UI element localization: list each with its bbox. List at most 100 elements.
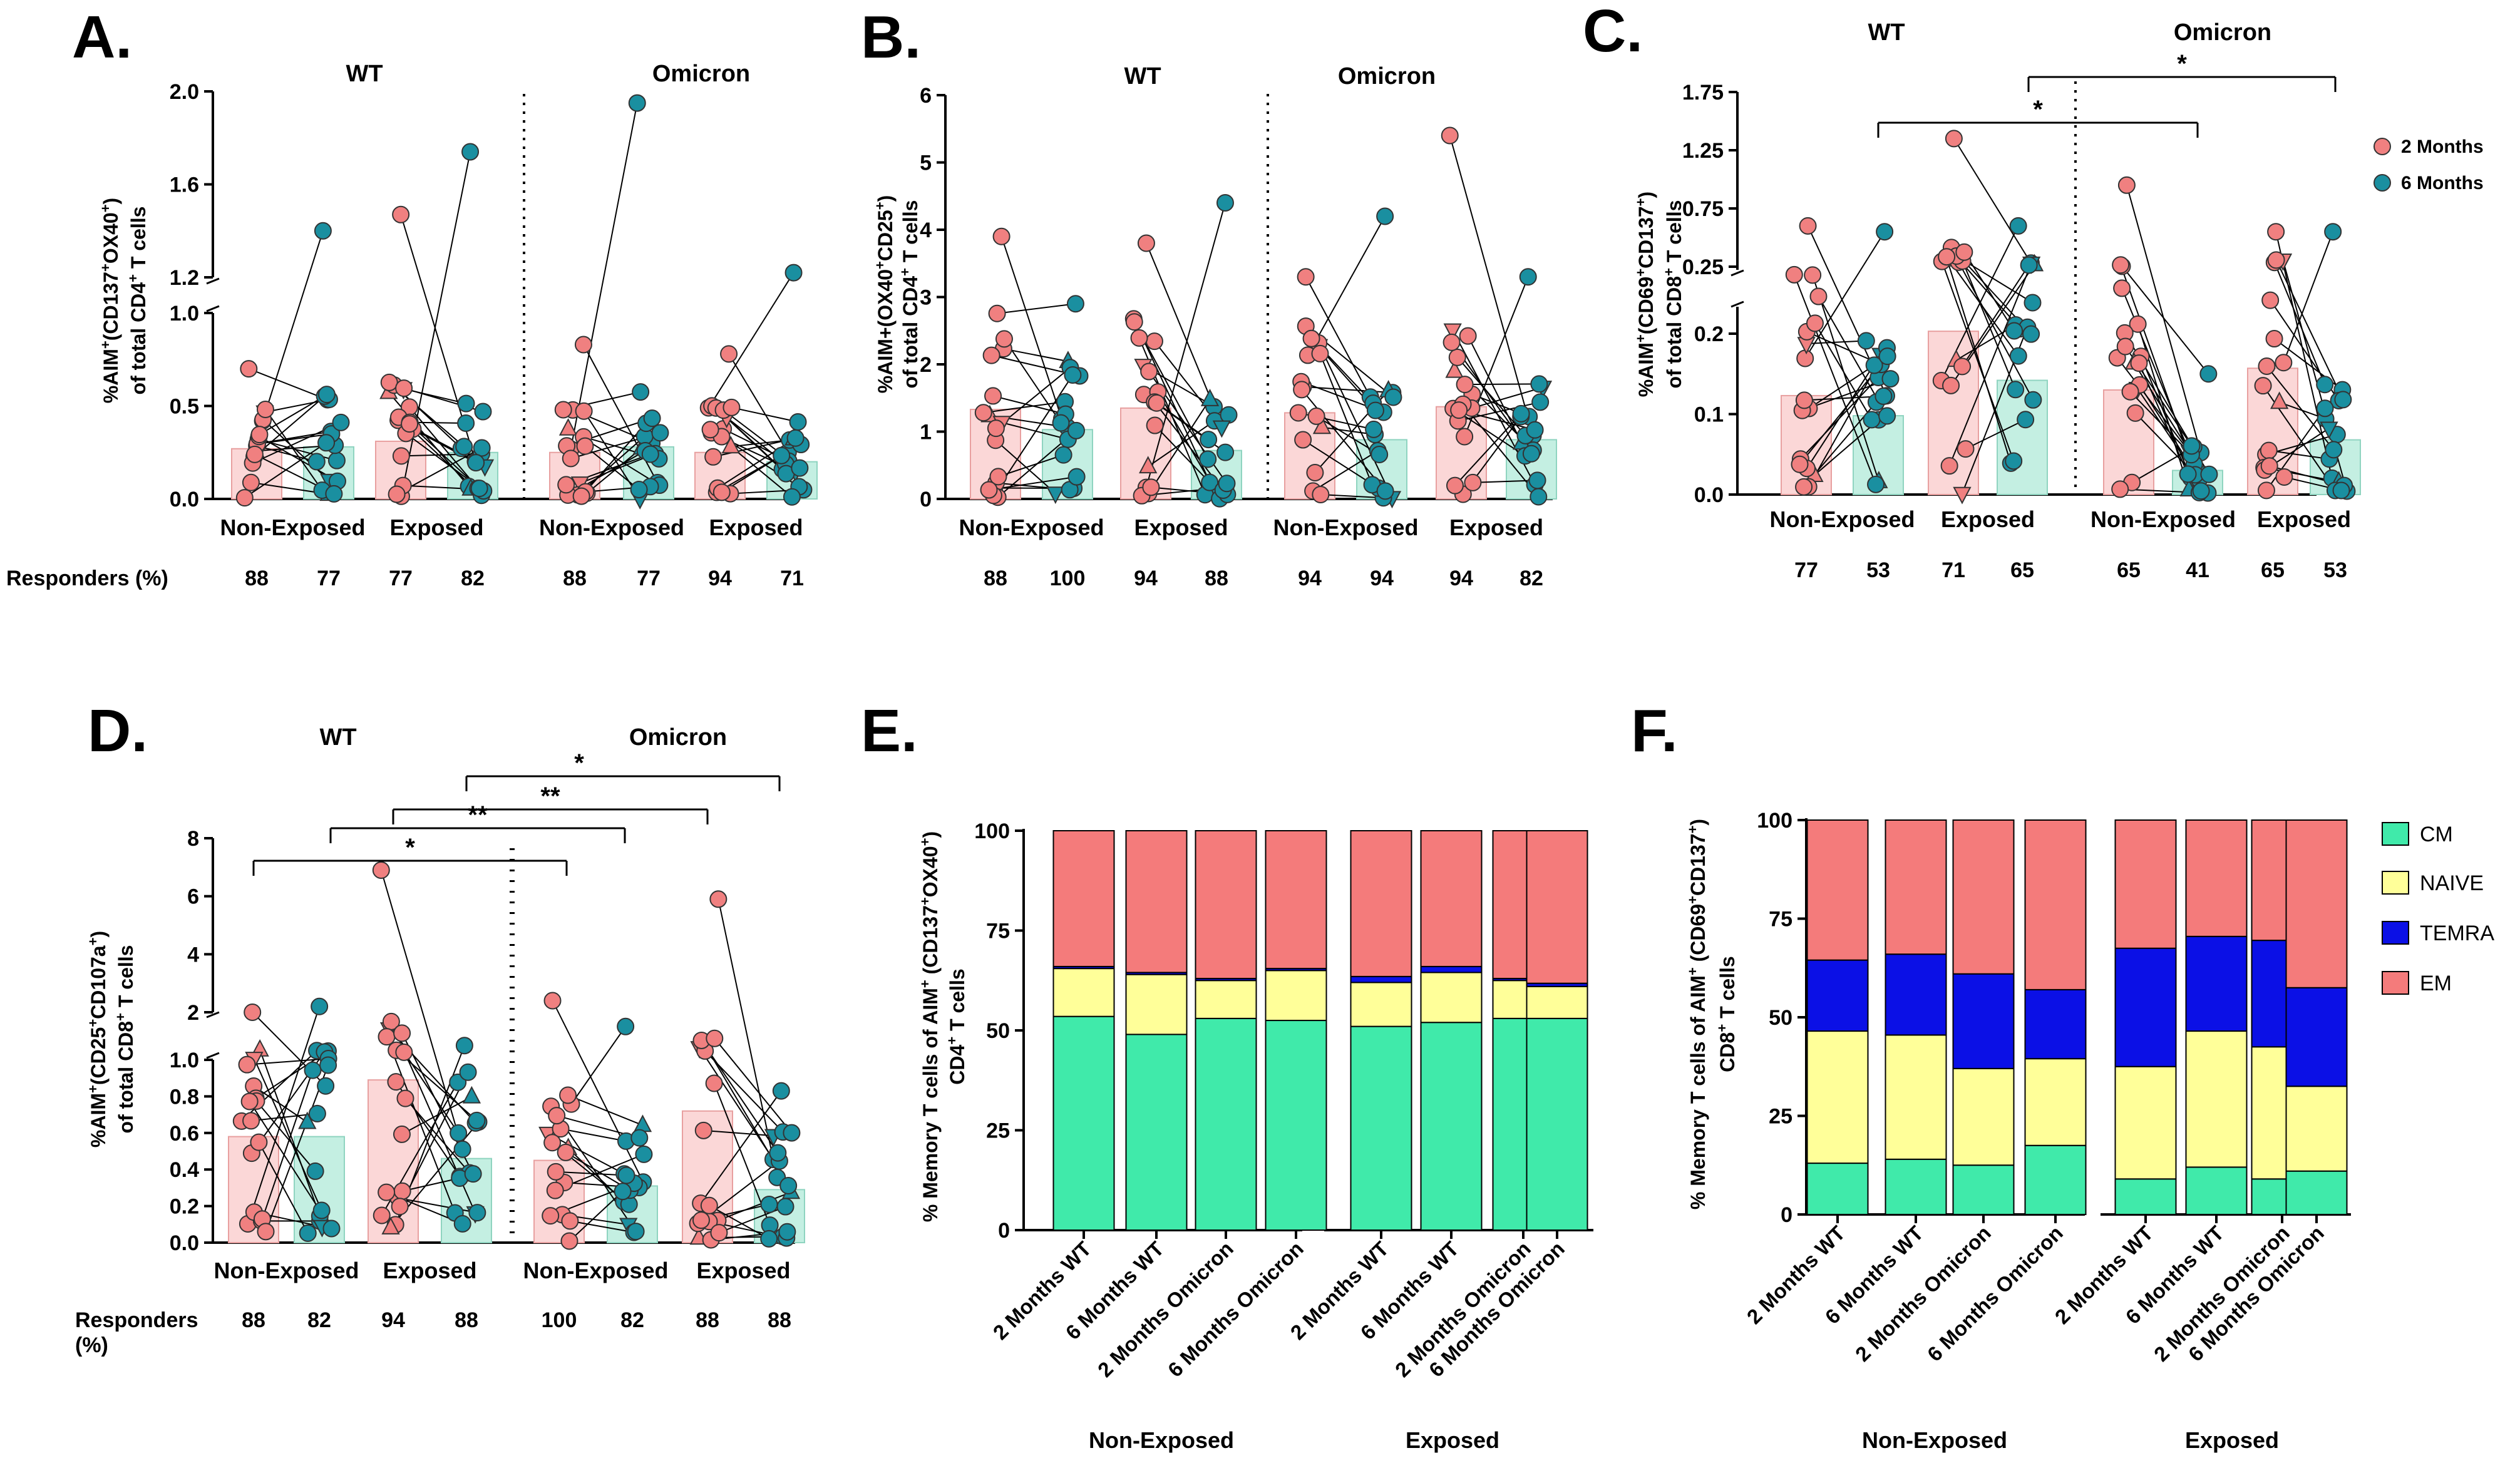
point-2-months [2254, 377, 2272, 395]
y-tick-label: 1.2 [170, 266, 199, 290]
point-6-months [779, 1176, 798, 1194]
stack-segment-cm [1885, 1158, 1947, 1216]
point-6-months [1212, 420, 1232, 438]
paired-line [1946, 256, 2019, 357]
paired-line [580, 423, 647, 497]
point-2-months [1307, 407, 1325, 425]
panel-label: B. [861, 4, 921, 71]
paired-line [2275, 259, 2344, 400]
point-6-months [468, 1204, 486, 1222]
superscript-plus: + [98, 264, 113, 272]
stack-segment-naive [1125, 973, 1188, 1035]
point-2-months [974, 404, 992, 422]
point-2-months [1796, 349, 1814, 367]
paired-line [1948, 263, 2032, 466]
superscript-plus: + [872, 261, 888, 269]
point-2-months [1311, 344, 1329, 362]
point-2-months [2260, 457, 2278, 475]
label-part: CD137 [1687, 833, 1709, 896]
axis-break-mark [206, 1052, 220, 1059]
paired-line [983, 401, 1066, 414]
stack-segment-em [2285, 819, 2348, 988]
panel-d: D. WT Omicron 0.0 0.2 0.4 0.6 0.8 1.0 2 4 6 8 Non-Exp… [88, 697, 805, 1332]
point-2-months [244, 1003, 262, 1021]
point-2-months [388, 485, 406, 503]
paired-line [703, 1129, 774, 1137]
label-part: CD8 [1716, 1032, 1739, 1072]
y-tick-label: 0.8 [170, 1085, 199, 1109]
point-2-months [1809, 287, 1828, 305]
label-part: of total CD4 [899, 276, 922, 389]
paired-line [1814, 322, 1873, 420]
point-6-months [317, 434, 336, 452]
label-part: of total CD8 [1663, 276, 1685, 389]
superscript-plus: + [125, 274, 141, 282]
y-tick-label: 2.0 [170, 80, 199, 104]
paired-line [1001, 422, 1069, 440]
point-2-months [2265, 330, 2283, 348]
paired-line [731, 406, 798, 423]
significance-star: ** [540, 783, 560, 810]
label-part: %AIM+(OX40 [874, 269, 897, 393]
label-part: T cells [127, 207, 150, 275]
point-6-months [474, 403, 492, 421]
y-axis-label-line2: CD8+ T cells [1714, 956, 1739, 1072]
point-2-months [250, 1133, 268, 1151]
stack-segment-em [2185, 819, 2248, 937]
stack-segment-cm [1265, 1020, 1327, 1231]
responders-value: 53 [1866, 558, 1890, 582]
paired-line [259, 1049, 321, 1216]
paired-line [2266, 366, 2335, 450]
y-tick-label: 0.0 [170, 1231, 199, 1255]
point-2-months [1459, 327, 1477, 345]
stack-segment-cm [2114, 1178, 2177, 1216]
point-2-months [572, 487, 590, 505]
superscript-plus: + [944, 1037, 960, 1045]
point-2-months [387, 1073, 405, 1091]
y-tick-label: 0.0 [170, 488, 199, 511]
point-6-months [776, 1198, 795, 1216]
group-label: Exposed [2257, 506, 2351, 532]
significance-star: * [574, 749, 584, 777]
label-part: (CD137 [919, 905, 942, 980]
responders-value: 88 [242, 1308, 265, 1332]
stack-segment-em [1806, 819, 1869, 961]
paired-line [714, 1038, 793, 1134]
point-2-months [543, 992, 562, 1010]
legend-swatch-temra [2382, 921, 2409, 945]
paired-line [1953, 138, 2032, 264]
label-part: (CD25 [87, 1027, 110, 1085]
paired-line [1965, 419, 2026, 449]
group-label: Exposed [1406, 1427, 1499, 1453]
paired-line [570, 1220, 634, 1233]
point-2-months [558, 418, 578, 436]
point-6-months [2183, 437, 2201, 455]
paired-line [995, 439, 1056, 494]
paired-line [255, 1101, 316, 1172]
point-2-months [575, 402, 593, 420]
point-2-months [2121, 382, 2139, 401]
paired-line [398, 1197, 478, 1214]
point-2-months [692, 1211, 710, 1229]
label-part: (CD69 [1687, 904, 1709, 967]
point-2-months [1441, 126, 1459, 145]
point-6-months [453, 1140, 471, 1158]
y-tick-label: 1.25 [1682, 139, 1724, 163]
paired-line [1814, 419, 1880, 476]
stack-segment-temra [1952, 973, 2015, 1069]
point-2-months [705, 1074, 723, 1092]
point-6-months [468, 1111, 486, 1129]
point-6-months [1067, 421, 1085, 439]
paired-line [1471, 386, 1543, 409]
y-tick-label: 1.0 [170, 1049, 199, 1072]
x-tick-label: 6 Months Omicron [1163, 1237, 1308, 1382]
paired-line [1806, 340, 1866, 345]
legend-swatch-naive [2382, 871, 2409, 895]
point-2-months [401, 415, 419, 433]
label-part: T cells [1716, 956, 1739, 1024]
point-6-months [1867, 475, 1885, 493]
stack-segment-cm [1052, 1015, 1115, 1231]
point-2-months [704, 448, 723, 466]
point-2-months [2126, 404, 2144, 422]
